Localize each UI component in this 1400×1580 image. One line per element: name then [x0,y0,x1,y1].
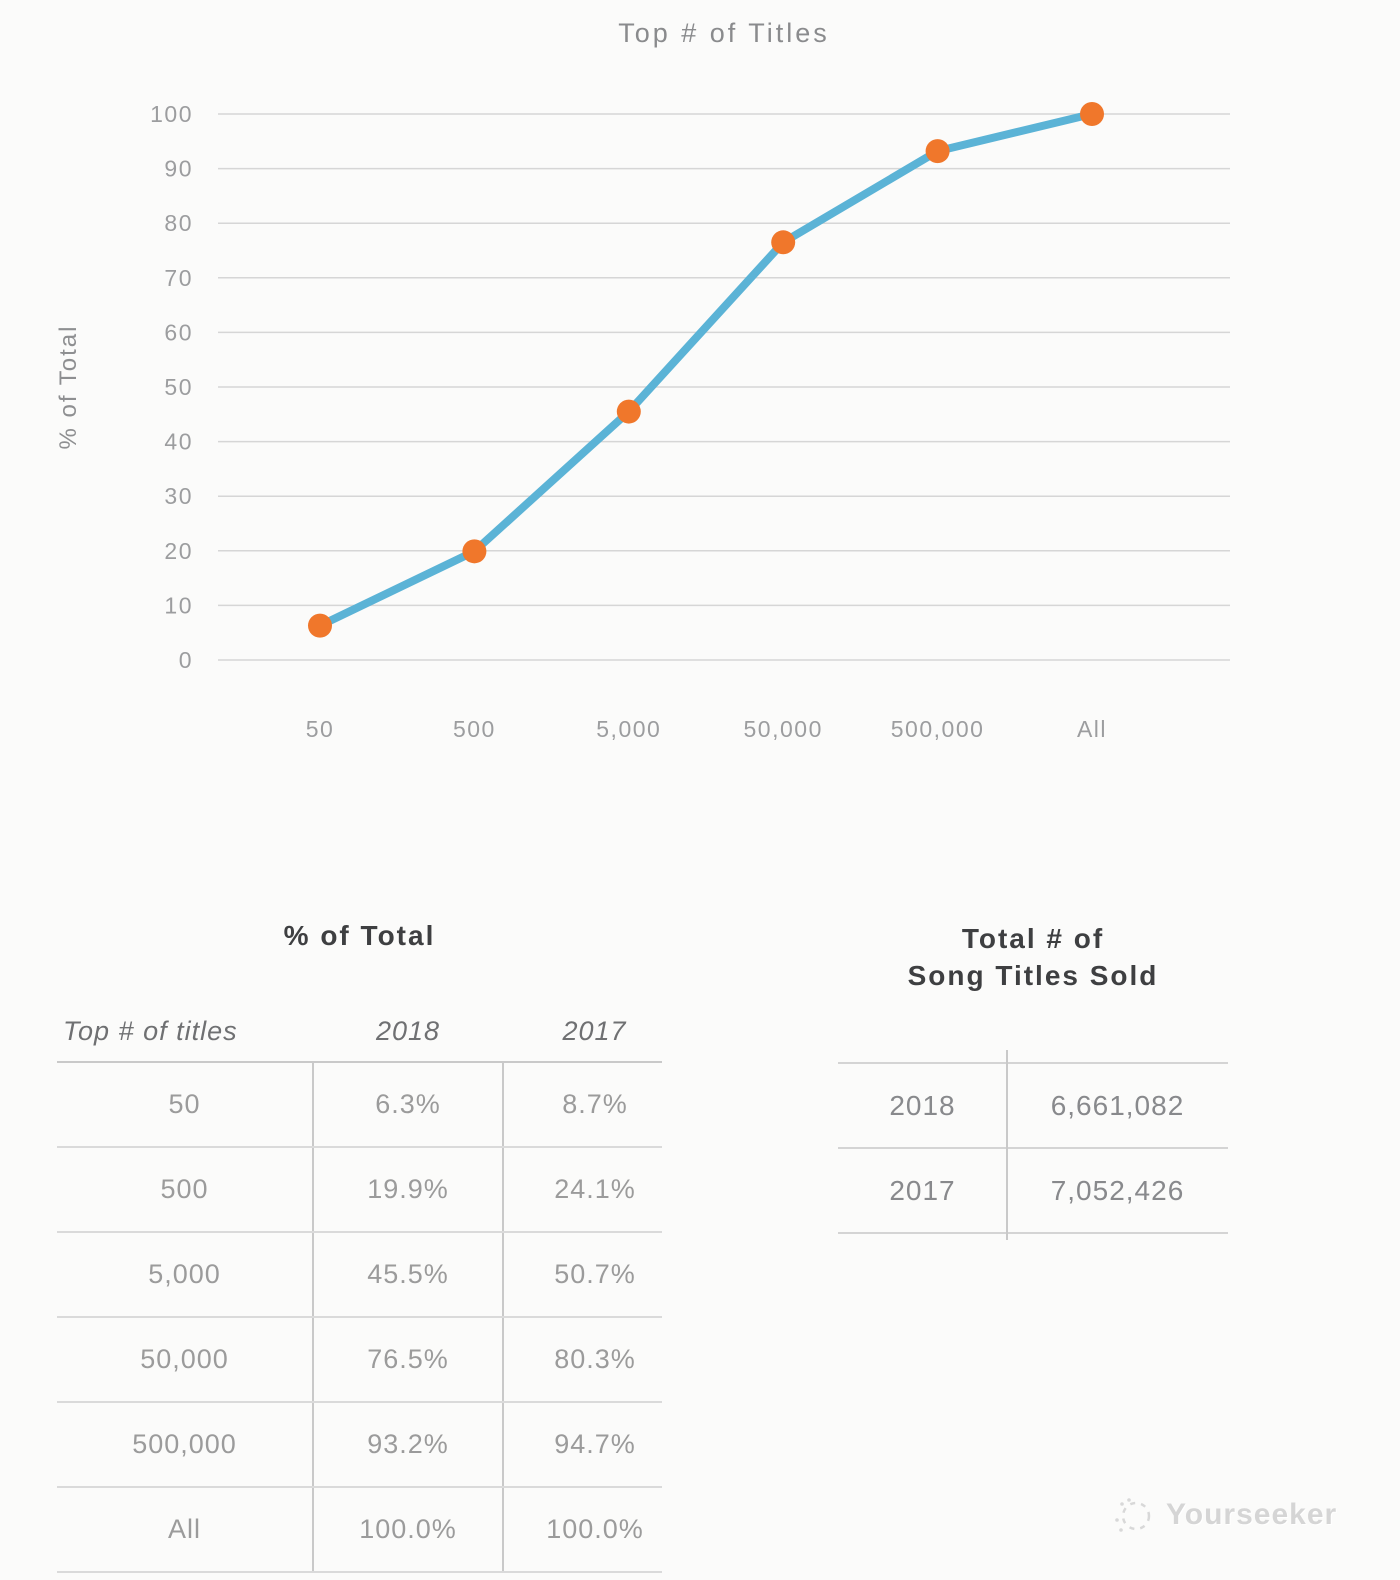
value-2018: 6.3% [312,1062,504,1148]
row-label: 50 [57,1062,313,1148]
x-tick-label: 500,000 [891,716,985,742]
value-2018: 100.0% [312,1487,504,1573]
data-point [616,399,641,424]
table-header-row: Top # of titles 2018 2017 [57,1001,662,1063]
y-tick-label: 90 [164,156,193,182]
y-tick-label: 40 [164,429,193,455]
y-tick-label: 30 [164,483,193,509]
chart-line [316,110,1096,630]
y-tick-label: 10 [164,592,193,618]
value-2017: 80.3% [503,1317,662,1403]
total-sold-table: 2018 6,661,082 2017 7,052,426 [838,1062,1228,1234]
data-point [462,539,487,564]
value-2017: 8.7% [503,1062,662,1148]
watermark-text: Yourseeker [1166,1498,1338,1531]
col-header-2017: 2017 [503,1001,662,1063]
table-row: 50,000 76.5% 80.3% [57,1317,662,1403]
col-header-top-titles: Top # of titles [57,1001,313,1063]
value-2017: 94.7% [503,1402,662,1488]
table-row: 50 6.3% 8.7% [57,1062,662,1148]
data-point [308,613,332,638]
y-tick-label: 100 [150,101,193,127]
chart-title: Top # of Titles [618,18,830,48]
pct-table-title: % of Total [283,920,436,951]
line-chart: 0 10 20 30 40 50 60 70 80 90 100 50 500 5,000 50,000 50… [55,101,1230,742]
table-row: All 100.0% 100.0% [57,1487,662,1573]
total-sold-title-line2: Song Titles Sold [907,960,1159,991]
row-label: All [57,1487,313,1573]
col-header-2018: 2018 [313,1001,503,1063]
value-2018: 45.5% [312,1232,504,1318]
y-tick-label: 20 [164,538,193,564]
data-point [771,230,796,255]
y-tick-label: 50 [164,374,193,400]
total-sold-title-line1: Total # of [961,923,1105,954]
y-axis-label: % of Total [55,325,82,450]
row-label: 500,000 [57,1402,313,1488]
data-point [925,139,950,164]
table-row: 500,000 93.2% 94.7% [57,1402,662,1488]
x-tick-label: 500 [453,716,496,742]
pct-of-total-table: Top # of titles 2018 2017 50 6.3% 8.7% 5… [57,1001,662,1573]
value-2017: 24.1% [503,1147,662,1233]
watermark: Yourseeker [1112,1494,1337,1536]
x-tick-label: 5,000 [596,716,661,742]
table-row: 5,000 45.5% 50.7% [57,1232,662,1318]
table-row: 2017 7,052,426 [838,1147,1228,1234]
value-2018: 76.5% [312,1317,504,1403]
value-2017: 50.7% [503,1232,662,1318]
row-label: 50,000 [57,1317,313,1403]
x-tick-label: 50,000 [744,716,823,742]
value-2018: 93.2% [312,1402,504,1488]
table-column-divider [1006,1050,1008,1240]
yourseeker-logo-icon [1115,1498,1151,1532]
year-label: 2017 [838,1147,1007,1234]
y-tick-label: 70 [164,265,193,291]
value-2018: 19.9% [312,1147,504,1233]
year-label: 2018 [838,1062,1007,1148]
value-2017: 100.0% [503,1487,662,1573]
table-row: 2018 6,661,082 [838,1062,1228,1148]
x-tick-label: All [1077,716,1107,742]
row-label: 5,000 [57,1232,313,1318]
y-tick-label: 0 [179,647,193,673]
y-tick-label: 80 [164,210,193,236]
data-point [1080,102,1104,126]
total-value: 6,661,082 [1007,1062,1228,1148]
x-tick-label: 50 [306,716,335,742]
y-tick-label: 60 [164,319,193,345]
total-sold-title: Total # of Song Titles Sold [838,920,1228,994]
table-row: 500 19.9% 24.1% [57,1147,662,1233]
total-value: 7,052,426 [1007,1147,1228,1234]
row-label: 500 [57,1147,313,1233]
